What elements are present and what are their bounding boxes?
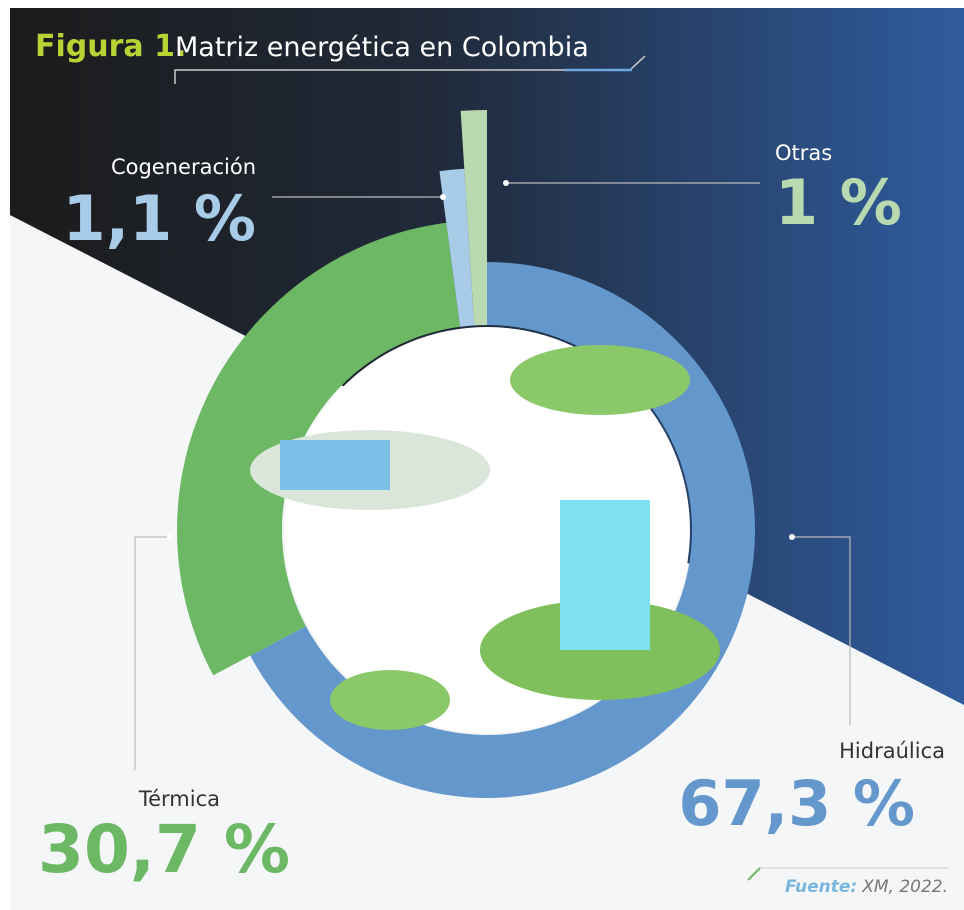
wedge [460,110,487,326]
category-label: Otras [775,141,832,165]
category-label: Cogeneración [111,155,256,179]
source: Fuente: XM, 2022. [785,877,948,897]
chart-title: Matriz energética en Colombia [175,32,589,63]
illustration-ground [510,345,690,415]
source-text: XM, 2022. [861,877,948,897]
title-underline [174,55,646,84]
value-label: 67,3 % [678,767,915,840]
source-accent [747,867,761,881]
category-label: Térmica [138,787,220,811]
source-label: Fuente: [785,877,857,897]
wedge [176,222,461,676]
leader-dot [503,180,509,186]
illustration-ground [330,670,450,730]
value-label: 1,1 % [62,182,256,255]
figure-label: Figura 1. [35,29,186,64]
illustration-building [280,440,390,490]
category-label: Hidraúlica [839,739,945,763]
leader-line [134,536,170,770]
illustration-dam [560,500,650,650]
leader-line [792,536,851,725]
leader-dot [789,534,795,540]
value-label: 1 % [775,166,902,239]
leader-dot [167,534,173,540]
leader-dot [440,194,446,200]
wedge [439,168,475,327]
value-label: 30,7 % [38,811,290,888]
